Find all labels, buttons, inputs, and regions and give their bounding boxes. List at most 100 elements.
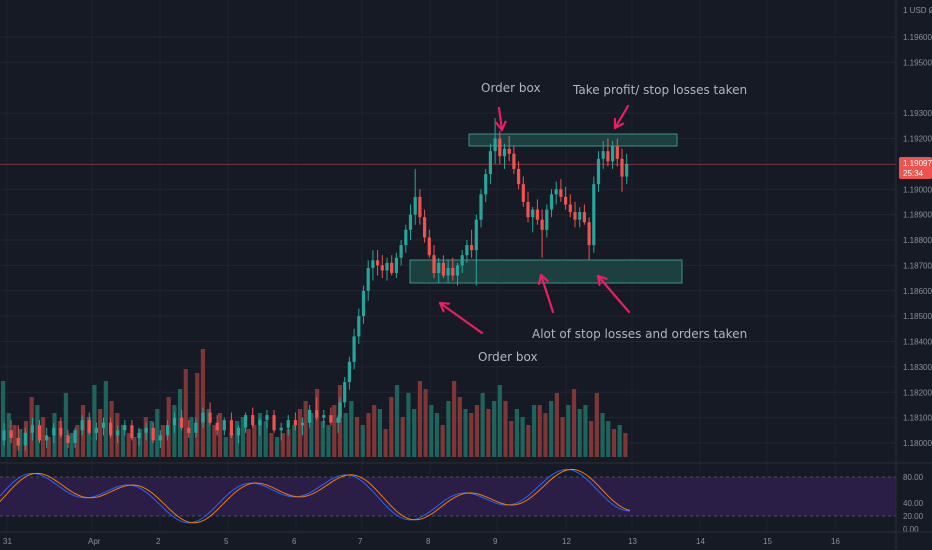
candle-body [380, 265, 384, 271]
candle-body [512, 153, 516, 169]
price-tick-label: 1.19600 [903, 33, 932, 42]
candle-body [441, 262, 445, 276]
volume-bar [583, 405, 588, 457]
volume-bar [80, 405, 86, 457]
volume-bar [560, 417, 565, 457]
arrow-head [438, 301, 451, 305]
candles [2, 118, 629, 451]
candle-body [559, 189, 563, 197]
candle-body [16, 437, 20, 446]
volume-bar [6, 413, 11, 457]
candle-body [329, 415, 333, 423]
candle-body [357, 316, 361, 337]
volume-bar [429, 405, 434, 457]
candle-body [535, 209, 539, 220]
candle-body [286, 420, 290, 428]
candle-body [437, 262, 441, 273]
candle-body [137, 432, 141, 438]
time-tick-label: 13 [628, 537, 637, 546]
annotation-bottom-right: Alot of stop losses and orders taken [532, 327, 747, 341]
candle-body [394, 257, 398, 273]
candle-body [215, 422, 219, 431]
candle-body [9, 430, 13, 438]
candle-body [347, 361, 351, 383]
volume-bar [514, 409, 520, 457]
volume-bar [40, 417, 46, 457]
candle-body [564, 196, 568, 205]
candle-body [272, 415, 276, 431]
stoch-d-line [0, 468, 631, 524]
volume-bar [92, 385, 97, 457]
arrow-head [495, 121, 504, 132]
time-axis[interactable]: 31 Apr 2 5 6 7 8 9 12 13 14 15 16 [0, 531, 932, 546]
time-tick-label: 12 [562, 537, 571, 546]
volume-bar [360, 425, 365, 457]
arrow-head [613, 122, 625, 130]
volume-bar [474, 405, 480, 457]
candle-body [293, 420, 297, 426]
price-axis[interactable]: 1.196001.195001.193001.192001.191001.190… [895, 0, 932, 550]
volume-bar [320, 421, 325, 457]
candle-body [87, 420, 91, 433]
candle-body [315, 410, 319, 418]
volume-bar [86, 417, 91, 457]
candle-body [484, 174, 488, 195]
volume-bar [332, 405, 337, 457]
stoch-k-line [0, 468, 631, 524]
candle-body [66, 435, 70, 443]
annotation-arrow [438, 301, 484, 335]
volume-bar [531, 405, 537, 457]
candle-body [606, 151, 610, 162]
volume-bar [69, 433, 74, 457]
time-tick-label: 7 [358, 537, 363, 546]
candle-body [307, 410, 312, 423]
volume-bar [406, 393, 411, 457]
volume-bar [486, 409, 491, 457]
order-boxes [409, 133, 683, 284]
volume-bar [315, 389, 320, 457]
annotation-arrow [613, 104, 630, 130]
bottom-order-box [409, 259, 683, 284]
time-tick-label: 5 [224, 537, 229, 546]
volume-bar [246, 429, 251, 457]
candle-body [488, 151, 492, 175]
time-tick-label: 6 [292, 537, 297, 546]
annotation-arrow [596, 274, 631, 314]
candle-body [540, 219, 544, 230]
volume-bar [417, 381, 422, 457]
candle-body [376, 260, 380, 266]
volume-bar [195, 373, 200, 457]
price-tick-label: 1.18700 [903, 261, 932, 270]
bar-countdown: 25:34 [903, 169, 924, 178]
arrow-head [438, 301, 445, 313]
time-tick-label: 14 [696, 537, 705, 546]
candle-body [279, 427, 283, 431]
volume-bar [543, 413, 548, 457]
candle-body [187, 427, 191, 433]
candle-body [165, 425, 170, 436]
volume-bar [389, 397, 394, 457]
volume-bar [217, 413, 223, 457]
arrow-head [539, 273, 549, 283]
candle-body [338, 402, 342, 418]
volume-bar [446, 401, 451, 457]
candle-body [116, 430, 120, 436]
candle-body [123, 425, 127, 431]
volume-bar [292, 425, 297, 457]
oscillator-tick-label: 40.00 [903, 499, 924, 508]
volume-bar [366, 413, 371, 457]
price-tick-label: 1.18000 [903, 439, 932, 448]
candle-body [531, 209, 535, 218]
candle-body [151, 427, 155, 441]
volume-bar [394, 385, 400, 457]
annotation-arrow [497, 106, 504, 132]
volume-bar [223, 437, 228, 457]
candle-body [554, 189, 558, 195]
volume-bar [35, 405, 40, 457]
time-tick-label: 8 [426, 537, 431, 546]
volume-bar [200, 349, 206, 457]
volume-bar [617, 425, 622, 457]
volume-bar [577, 409, 582, 457]
